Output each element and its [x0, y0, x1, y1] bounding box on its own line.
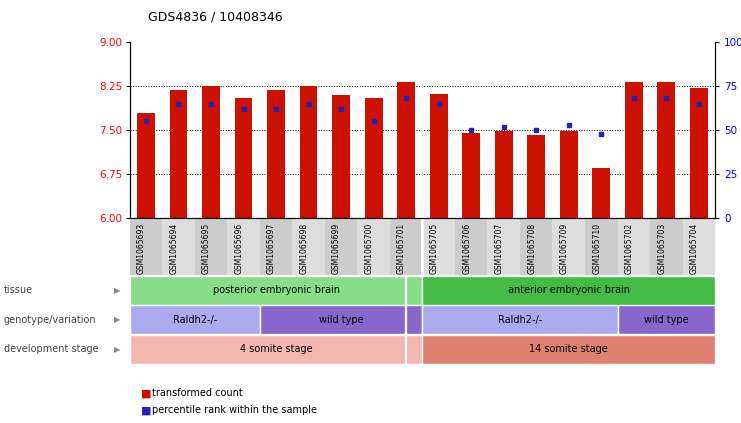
Text: GSM1065700: GSM1065700	[365, 222, 373, 274]
Text: ▶: ▶	[113, 286, 120, 295]
Text: GSM1065705: GSM1065705	[430, 222, 439, 274]
Bar	[365, 98, 382, 218]
Bar	[299, 86, 317, 218]
Bar	[397, 82, 415, 218]
Bar	[422, 335, 715, 364]
Text: GSM1065694: GSM1065694	[170, 222, 179, 274]
Text: anterior embryonic brain: anterior embryonic brain	[508, 285, 630, 295]
Text: GSM1065698: GSM1065698	[299, 222, 308, 274]
Bar	[430, 94, 448, 218]
Bar	[195, 218, 227, 275]
Text: GSM1065697: GSM1065697	[267, 222, 276, 274]
Bar	[585, 218, 617, 275]
Text: GSM1065709: GSM1065709	[559, 222, 569, 274]
Bar	[235, 98, 253, 218]
Bar	[130, 335, 422, 364]
Text: genotype/variation: genotype/variation	[4, 315, 96, 325]
Bar	[130, 276, 422, 305]
Text: wild type: wild type	[644, 315, 688, 325]
Bar	[690, 88, 708, 218]
Bar	[495, 131, 513, 218]
Text: ▶: ▶	[113, 315, 120, 324]
Text: ■: ■	[141, 388, 151, 398]
Text: percentile rank within the sample: percentile rank within the sample	[152, 405, 317, 415]
Text: GSM1065699: GSM1065699	[332, 222, 341, 274]
Bar	[625, 82, 642, 218]
Text: wild type: wild type	[319, 315, 363, 325]
Bar	[292, 218, 325, 275]
Bar	[520, 218, 553, 275]
Bar	[267, 90, 285, 218]
Bar	[488, 218, 520, 275]
Text: GSM1065693: GSM1065693	[137, 222, 146, 274]
Bar	[528, 135, 545, 218]
Bar	[422, 276, 715, 305]
Bar	[357, 218, 390, 275]
Bar	[657, 82, 675, 218]
Bar	[227, 218, 260, 275]
Bar	[617, 305, 715, 334]
Bar	[260, 305, 422, 334]
Bar	[130, 218, 162, 275]
Bar	[202, 86, 220, 218]
Text: GSM1065702: GSM1065702	[625, 222, 634, 274]
Text: GSM1065706: GSM1065706	[462, 222, 471, 274]
Text: GSM1065701: GSM1065701	[397, 222, 406, 274]
Text: GSM1065695: GSM1065695	[202, 222, 211, 274]
Text: GSM1065708: GSM1065708	[527, 222, 536, 274]
Bar	[422, 305, 617, 334]
Text: 14 somite stage: 14 somite stage	[529, 344, 608, 354]
Text: GDS4836 / 10408346: GDS4836 / 10408346	[148, 11, 283, 24]
Bar	[650, 218, 682, 275]
Text: 4 somite stage: 4 somite stage	[239, 344, 313, 354]
Text: ■: ■	[141, 405, 151, 415]
Text: GSM1065704: GSM1065704	[690, 222, 699, 274]
Bar	[553, 218, 585, 275]
Bar	[137, 113, 155, 218]
Text: GSM1065696: GSM1065696	[234, 222, 244, 274]
Text: transformed count: transformed count	[152, 388, 242, 398]
Text: posterior embryonic brain: posterior embryonic brain	[213, 285, 339, 295]
Text: tissue: tissue	[4, 285, 33, 295]
Bar	[260, 218, 292, 275]
Bar	[617, 218, 650, 275]
Bar	[559, 131, 578, 218]
Text: ▶: ▶	[113, 345, 120, 354]
Bar	[462, 133, 480, 218]
Bar	[170, 90, 187, 218]
Bar	[455, 218, 488, 275]
Bar	[130, 305, 260, 334]
Text: Raldh2-/-: Raldh2-/-	[173, 315, 217, 325]
Bar	[162, 218, 195, 275]
Bar	[390, 218, 422, 275]
Bar	[325, 218, 357, 275]
Bar	[332, 95, 350, 218]
Text: Raldh2-/-: Raldh2-/-	[498, 315, 542, 325]
Bar	[592, 168, 610, 218]
Text: GSM1065703: GSM1065703	[657, 222, 666, 274]
Bar	[682, 218, 715, 275]
Text: development stage: development stage	[4, 344, 99, 354]
Text: GSM1065710: GSM1065710	[592, 222, 601, 274]
Text: GSM1065707: GSM1065707	[495, 222, 504, 274]
Bar	[422, 218, 455, 275]
